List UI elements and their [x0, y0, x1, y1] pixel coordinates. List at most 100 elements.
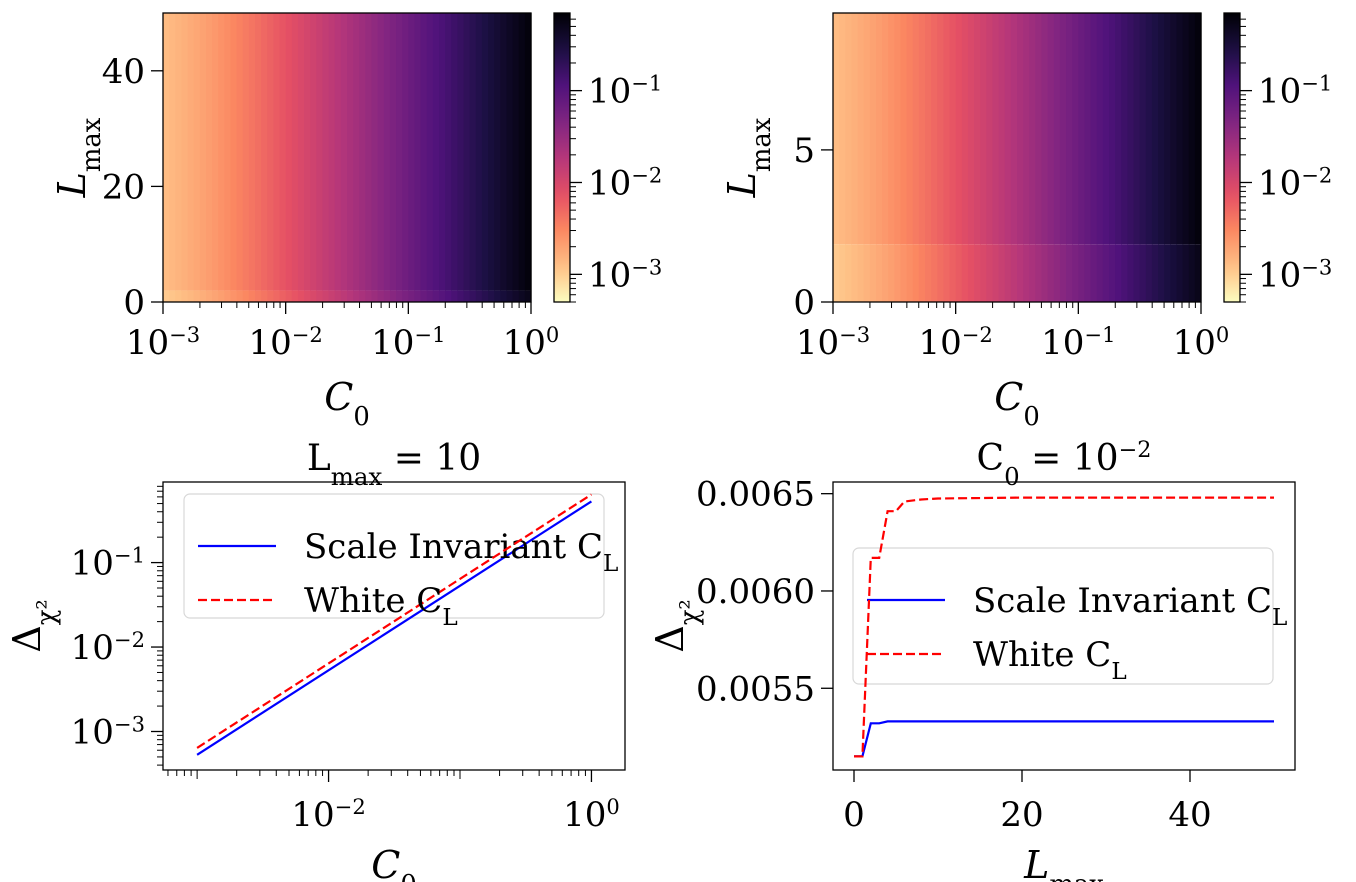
heatmap-cell	[857, 244, 865, 302]
heatmap-cell	[1170, 244, 1178, 302]
heatmap-cell	[1194, 13, 1202, 245]
heatmap-cell	[396, 290, 403, 302]
legend-label: Scale Invariant CL	[304, 527, 618, 577]
heatmap-cell	[1133, 13, 1141, 245]
heatmap-cell	[1053, 13, 1061, 245]
heatmap-cell	[242, 290, 250, 302]
heatmap-cell	[863, 244, 871, 302]
heatmap-cell	[359, 13, 366, 291]
heatmap-cell	[1059, 244, 1067, 302]
heatmap-cell	[1066, 244, 1073, 302]
x-tick-label: 10−1	[371, 322, 445, 364]
series-line	[196, 493, 592, 749]
heatmap-cell	[304, 13, 311, 291]
heatmap-cell	[518, 290, 526, 302]
heatmap-cell	[524, 290, 532, 302]
heatmap-cell	[163, 290, 170, 302]
heatmap-cell	[389, 290, 397, 302]
heatmap-cell	[980, 13, 987, 245]
heatmap-cell	[261, 13, 268, 291]
heatmap-cell	[218, 290, 225, 302]
heatmap-cell	[1029, 13, 1036, 245]
heatmap-cell	[205, 290, 213, 302]
x-tick-label: 100	[563, 794, 620, 836]
colorbar-frame	[1223, 12, 1241, 303]
heatmap-cell	[1127, 244, 1135, 302]
heatmap-cell	[1139, 244, 1147, 302]
legend-label: Scale Invariant CL	[973, 581, 1287, 631]
heatmap-cell	[267, 13, 274, 291]
heatmap-cell	[291, 13, 299, 291]
heatmap-cell	[1102, 244, 1110, 302]
heatmap-cell	[432, 13, 440, 291]
heatmap-cell	[1188, 13, 1196, 245]
heatmap-cell	[199, 290, 207, 302]
heatmap-cell	[402, 13, 409, 291]
heatmap-cell	[322, 13, 330, 291]
heatmap-cell	[193, 13, 201, 291]
legend-label: White CL	[304, 581, 458, 631]
heatmap-cell	[1109, 13, 1116, 245]
y-tick-label: 10−1	[71, 542, 145, 584]
heatmap-cell	[833, 244, 840, 302]
heatmap-cell	[894, 13, 902, 245]
heatmap-cell	[1194, 244, 1202, 302]
heatmap-cell	[481, 290, 489, 302]
heatmap-cell	[488, 290, 495, 302]
heatmap-cell	[279, 290, 287, 302]
heatmap-cell	[1072, 13, 1079, 245]
heatmap-cell	[218, 13, 225, 291]
heatmap-cell	[888, 13, 895, 245]
heatmap-cell	[518, 13, 526, 291]
heatmap-cell	[512, 13, 520, 291]
heatmap-cell	[1035, 244, 1043, 302]
heatmap-cell	[851, 244, 859, 302]
heatmap-cell	[912, 244, 920, 302]
axes-frame	[832, 12, 1202, 303]
heatmap-cell	[377, 13, 385, 291]
heatmap-cell	[1041, 244, 1049, 302]
heatmap-cell	[992, 13, 1000, 245]
heatmap-cell	[1176, 244, 1184, 302]
x-tick-label: 40	[1168, 795, 1211, 835]
heatmap-cell	[1176, 13, 1184, 245]
heatmap-cell	[931, 244, 938, 302]
heatmap-cell	[1096, 13, 1104, 245]
heatmap-cell	[918, 13, 926, 245]
heatmap-cell	[310, 13, 317, 291]
colorbar-tick-label: 10−2	[1258, 162, 1332, 204]
heatmap-cell	[955, 13, 963, 245]
heatmap-cell	[187, 290, 195, 302]
heatmap-cell	[181, 290, 189, 302]
heatmap-cell	[420, 290, 428, 302]
heatmap-cell	[1133, 244, 1141, 302]
heatmap-cell	[248, 13, 256, 291]
heatmap-cell	[365, 290, 373, 302]
y-tick-label: 0.0065	[696, 475, 815, 515]
series-line	[854, 496, 1274, 758]
x-tick-label: 10−1	[1041, 322, 1115, 364]
heatmap-cell	[1115, 244, 1122, 302]
heatmap-cell	[340, 13, 348, 291]
heatmap-cell	[439, 13, 446, 291]
heatmap-cell	[316, 290, 324, 302]
heatmap-cell	[488, 13, 495, 291]
heatmap-cell	[1109, 244, 1116, 302]
heatmap-cell	[451, 13, 458, 291]
heatmap-cell	[974, 244, 981, 302]
heatmap-cell	[1158, 13, 1165, 245]
y-tick-label: 0.0060	[696, 572, 815, 612]
heatmap-cell	[1127, 13, 1135, 245]
heatmap-cell	[500, 290, 508, 302]
heatmap-cell	[967, 13, 975, 245]
heatmap-cell	[1145, 13, 1153, 245]
colorbar-tick-label: 10−1	[588, 70, 662, 112]
x-tick-label: 10−2	[918, 322, 992, 364]
heatmap-cell	[1010, 13, 1018, 245]
heatmap-cell	[255, 290, 262, 302]
heatmap-cell	[882, 13, 889, 245]
heatmap-cell	[833, 13, 840, 245]
heatmap-cell	[451, 290, 458, 302]
axes-frame	[162, 481, 626, 771]
heatmap-cell	[371, 13, 379, 291]
